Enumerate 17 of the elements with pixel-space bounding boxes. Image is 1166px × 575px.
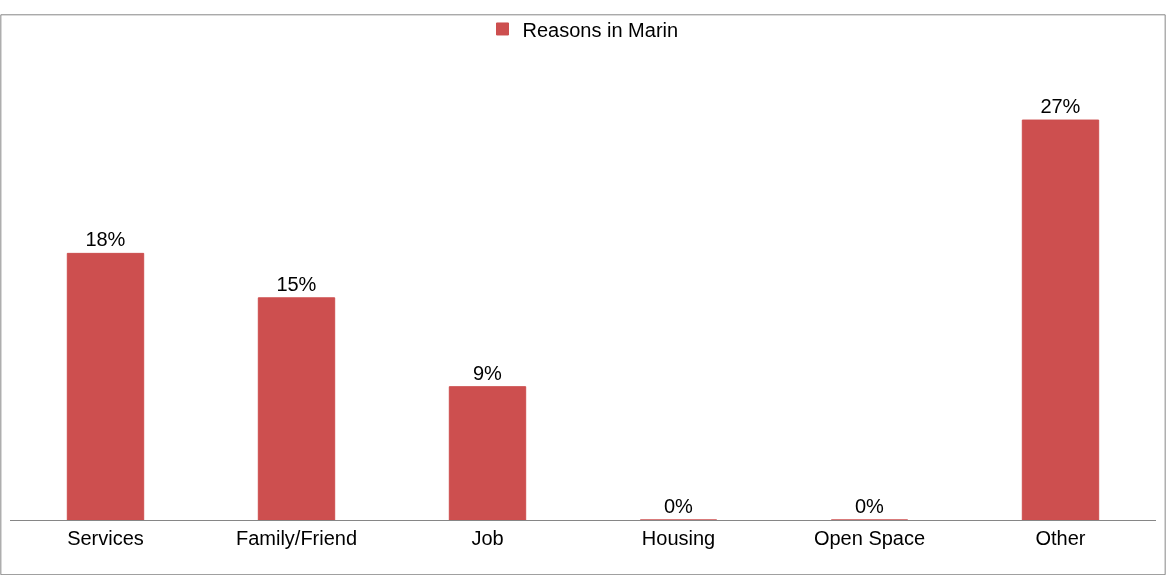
data-label: 18% [85, 228, 126, 251]
x-tick-label: Open Space [813, 527, 926, 549]
data-label: 0% [663, 495, 694, 517]
data-label: 9% [472, 361, 503, 384]
bar [1021, 119, 1100, 520]
data-label: 15% [276, 272, 317, 295]
legend-label: Reasons in Marin [522, 18, 679, 41]
x-tick-label: Other [1035, 527, 1086, 549]
data-label: 0% [854, 495, 885, 517]
x-tick-label: Job [471, 527, 504, 549]
bar [448, 386, 527, 520]
x-tick-label: Family/Friend [235, 527, 358, 549]
bar [257, 297, 336, 520]
x-tick-label: Housing [641, 527, 716, 549]
bar [66, 252, 145, 520]
x-tick-label: Services [67, 527, 144, 549]
data-label: 27% [1040, 95, 1081, 118]
